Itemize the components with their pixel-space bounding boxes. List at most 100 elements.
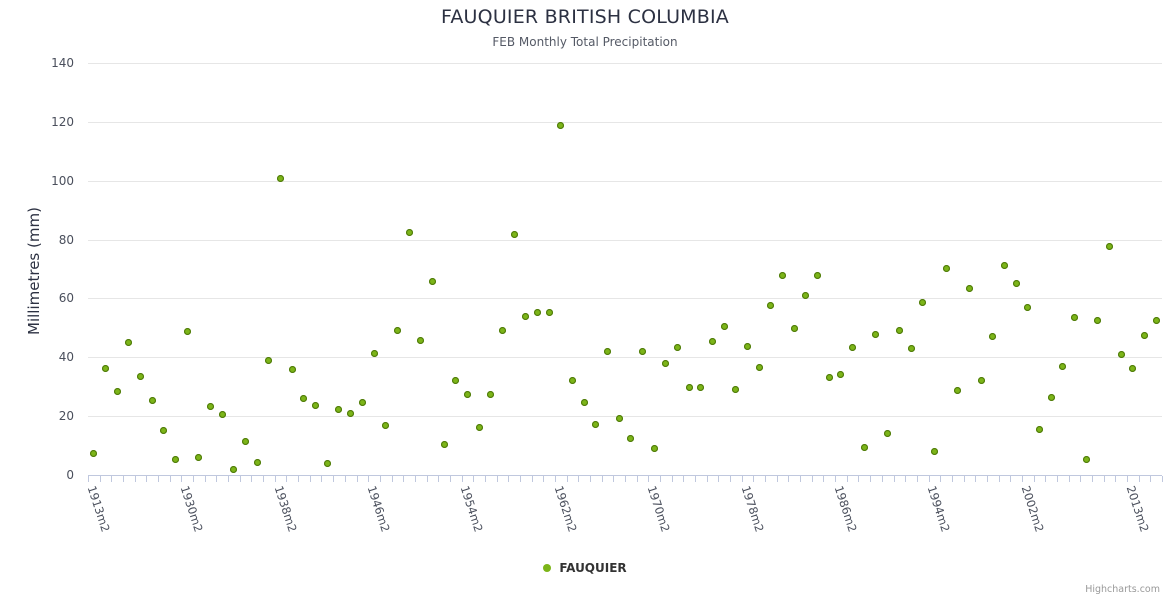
data-point[interactable]	[989, 333, 997, 341]
data-point[interactable]	[895, 327, 903, 334]
data-point[interactable]	[860, 444, 868, 452]
data-point[interactable]	[1152, 317, 1160, 324]
data-point[interactable]	[1082, 455, 1090, 463]
data-point[interactable]	[533, 308, 541, 316]
data-point[interactable]	[557, 121, 565, 129]
data-point[interactable]	[965, 284, 973, 292]
x-axis-tick	[321, 476, 323, 482]
data-point[interactable]	[265, 356, 273, 364]
x-axis-tick-label: 1962m2	[551, 484, 580, 534]
data-point[interactable]	[825, 374, 833, 382]
data-point[interactable]	[522, 312, 530, 320]
data-point[interactable]	[709, 337, 717, 345]
data-point[interactable]	[755, 364, 763, 372]
data-point[interactable]	[919, 299, 927, 307]
data-point[interactable]	[802, 292, 810, 300]
data-point[interactable]	[627, 435, 635, 443]
x-axis-tick	[706, 476, 708, 482]
data-point[interactable]	[545, 309, 553, 317]
data-point[interactable]	[872, 330, 880, 338]
data-point[interactable]	[814, 271, 822, 279]
data-point[interactable]	[382, 421, 390, 429]
data-point[interactable]	[1129, 364, 1137, 372]
data-point[interactable]	[650, 445, 658, 453]
data-point[interactable]	[242, 437, 250, 445]
data-point[interactable]	[172, 455, 180, 463]
data-point[interactable]	[977, 377, 985, 385]
data-point[interactable]	[615, 414, 623, 422]
data-point[interactable]	[207, 403, 215, 411]
data-point[interactable]	[137, 372, 145, 380]
data-point[interactable]	[662, 359, 670, 367]
data-point[interactable]	[195, 453, 203, 461]
data-point[interactable]	[954, 386, 962, 394]
data-point[interactable]	[1012, 280, 1020, 288]
data-point[interactable]	[335, 405, 343, 413]
data-point[interactable]	[148, 397, 156, 405]
data-point[interactable]	[744, 342, 752, 350]
data-point[interactable]	[160, 427, 168, 435]
data-point[interactable]	[1047, 393, 1055, 401]
data-point[interactable]	[102, 365, 109, 373]
data-point[interactable]	[288, 366, 296, 374]
data-point[interactable]	[837, 371, 845, 379]
data-point[interactable]	[113, 388, 121, 396]
data-point[interactable]	[452, 377, 460, 385]
data-point[interactable]	[849, 343, 857, 351]
data-point[interactable]	[370, 349, 378, 357]
data-point[interactable]	[1094, 317, 1102, 325]
data-point[interactable]	[463, 390, 471, 398]
data-point[interactable]	[580, 399, 588, 407]
highcharts-credits[interactable]: Highcharts.com	[1085, 584, 1160, 595]
data-point[interactable]	[1070, 313, 1078, 321]
data-point[interactable]	[907, 344, 915, 352]
data-point[interactable]	[475, 423, 483, 431]
data-point[interactable]	[312, 402, 320, 410]
data-point[interactable]	[930, 447, 938, 455]
data-point[interactable]	[790, 324, 798, 332]
data-point[interactable]	[942, 264, 950, 272]
data-point[interactable]	[1035, 426, 1043, 434]
data-point[interactable]	[767, 301, 775, 309]
data-point[interactable]	[183, 328, 191, 336]
data-point[interactable]	[323, 459, 331, 467]
data-point[interactable]	[417, 336, 425, 344]
data-point[interactable]	[884, 430, 892, 437]
data-point[interactable]	[779, 271, 787, 279]
data-point[interactable]	[358, 398, 366, 406]
x-axis-tick-label: 2002m2	[1018, 484, 1047, 534]
data-point[interactable]	[90, 449, 98, 457]
data-point[interactable]	[603, 347, 611, 355]
data-point[interactable]	[1024, 303, 1032, 311]
data-point[interactable]	[685, 383, 693, 391]
x-axis-tick	[870, 476, 872, 482]
data-point[interactable]	[1117, 351, 1125, 359]
data-point[interactable]	[732, 385, 740, 393]
data-point[interactable]	[1000, 261, 1008, 269]
data-point[interactable]	[498, 326, 506, 334]
data-point[interactable]	[639, 347, 646, 355]
data-point[interactable]	[125, 339, 133, 347]
data-point[interactable]	[405, 229, 413, 237]
data-point[interactable]	[720, 322, 728, 330]
data-point[interactable]	[1105, 242, 1113, 250]
data-point[interactable]	[393, 326, 401, 334]
data-point[interactable]	[218, 410, 226, 418]
data-point[interactable]	[487, 390, 495, 398]
data-point[interactable]	[253, 458, 261, 466]
data-point[interactable]	[300, 394, 308, 402]
data-point[interactable]	[592, 421, 600, 429]
legend-item-fauquier[interactable]: FAUQUIER	[543, 561, 627, 575]
data-point[interactable]	[428, 278, 436, 286]
data-point[interactable]	[440, 441, 448, 449]
data-point[interactable]	[277, 174, 285, 182]
data-point[interactable]	[697, 383, 705, 391]
data-point[interactable]	[230, 465, 238, 473]
x-axis-tick	[426, 476, 428, 482]
data-point[interactable]	[510, 231, 518, 239]
data-point[interactable]	[568, 377, 576, 385]
data-point[interactable]	[347, 409, 355, 417]
data-point[interactable]	[1140, 332, 1148, 340]
data-point[interactable]	[1059, 362, 1067, 370]
data-point[interactable]	[674, 344, 682, 352]
